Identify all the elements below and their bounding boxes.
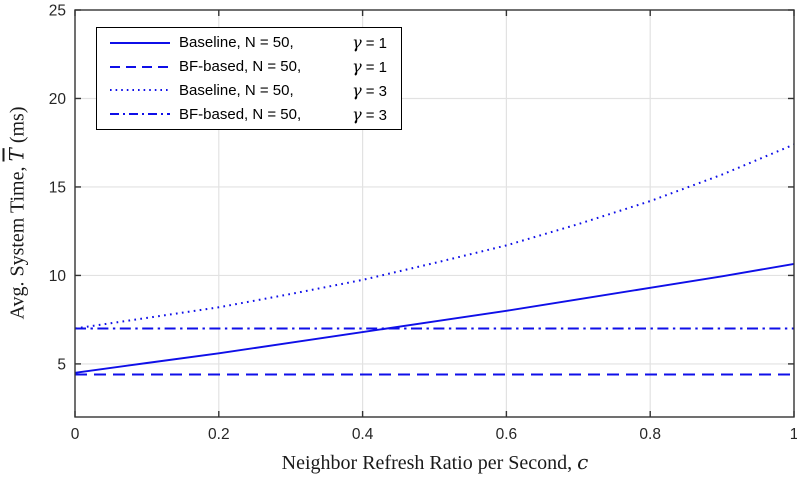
legend-entry: Baseline, N = 50, γ = 3 [97, 79, 401, 102]
legend: Baseline, N = 50, γ = 1 BF-based, N = 50,… [96, 27, 402, 130]
y-axis-label: Avg. System Time, T (ms) [5, 106, 30, 319]
legend-line-sample-dotted [110, 89, 170, 92]
y-tick-label: 10 [49, 268, 67, 285]
legend-line-sample-solid [110, 41, 170, 44]
gamma-value: = 1 [365, 35, 387, 53]
y-tick-label: 15 [49, 179, 66, 196]
legend-entry-gamma: γ = 1 [352, 57, 401, 76]
gamma-value: = 1 [365, 59, 387, 77]
y-axis-label-unit: (ms) [6, 106, 29, 149]
legend-entry-gamma: γ = 3 [352, 105, 401, 124]
gamma-value: = 3 [365, 82, 387, 100]
x-tick-label: 0.6 [496, 426, 518, 443]
y-tick-label: 5 [57, 356, 66, 373]
x-tick-label: 0.2 [208, 426, 230, 443]
gamma-symbol: γ [352, 57, 362, 77]
x-axis-label: Neighbor Refresh Ratio per Second, c [282, 450, 589, 475]
x-tick-label: 0.4 [352, 426, 374, 443]
legend-entry-gamma: γ = 3 [352, 81, 401, 100]
legend-entry: Baseline, N = 50, γ = 1 [97, 31, 401, 54]
x-tick-label: 1 [790, 426, 797, 443]
x-tick-label: 0 [71, 426, 80, 443]
x-tick-label: 0.8 [639, 426, 661, 443]
gamma-symbol: γ [352, 33, 362, 53]
legend-entry-label: BF-based, N = 50, [179, 105, 302, 123]
legend-entry-label: Baseline, N = 50, [179, 34, 294, 52]
y-axis-label-text: Avg. System Time, [6, 161, 29, 320]
legend-line-sample-dashdot [110, 113, 170, 116]
legend-entry: BF-based, N = 50, γ = 3 [97, 103, 401, 126]
gamma-symbol: γ [352, 104, 362, 124]
legend-entry-label: BF-based, N = 50, [179, 58, 302, 76]
legend-line-sample-dashed [110, 65, 170, 68]
gamma-value: = 3 [365, 106, 387, 124]
legend-entry-gamma: γ = 1 [352, 33, 401, 52]
legend-entry: BF-based, N = 50, γ = 1 [97, 55, 401, 78]
y-tick-label: 20 [49, 91, 67, 108]
legend-entry-label: Baseline, N = 50, [179, 81, 294, 99]
gamma-symbol: γ [352, 80, 362, 100]
y-tick-label: 25 [49, 3, 66, 20]
c-symbol: c [577, 450, 589, 474]
x-axis-label-text: Neighbor Refresh Ratio per Second, [281, 452, 578, 474]
t-bar-symbol: T [4, 148, 29, 162]
